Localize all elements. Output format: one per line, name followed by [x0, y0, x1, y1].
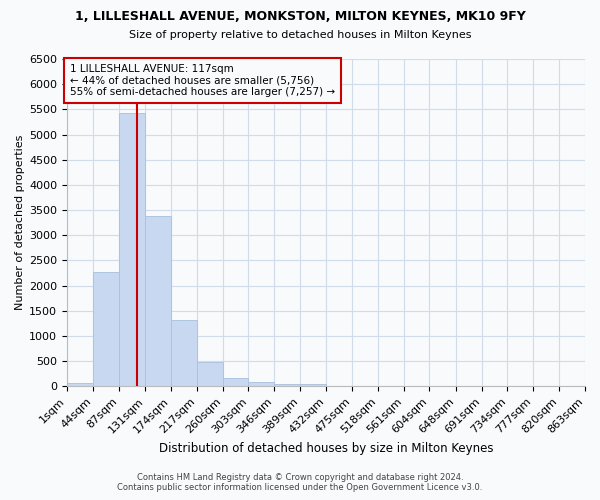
Text: Size of property relative to detached houses in Milton Keynes: Size of property relative to detached ho… — [129, 30, 471, 40]
Bar — [171, 320, 197, 386]
Bar — [67, 382, 93, 386]
Bar — [119, 113, 145, 386]
Bar — [300, 384, 326, 386]
X-axis label: Distribution of detached houses by size in Milton Keynes: Distribution of detached houses by size … — [159, 442, 493, 455]
Bar — [93, 272, 119, 386]
Text: 1 LILLESHALL AVENUE: 117sqm
← 44% of detached houses are smaller (5,756)
55% of : 1 LILLESHALL AVENUE: 117sqm ← 44% of det… — [70, 64, 335, 97]
Bar — [145, 216, 171, 386]
Text: 1, LILLESHALL AVENUE, MONKSTON, MILTON KEYNES, MK10 9FY: 1, LILLESHALL AVENUE, MONKSTON, MILTON K… — [74, 10, 526, 23]
Bar — [248, 382, 274, 386]
Bar — [274, 384, 300, 386]
Text: Contains HM Land Registry data © Crown copyright and database right 2024.
Contai: Contains HM Land Registry data © Crown c… — [118, 473, 482, 492]
Bar — [197, 362, 223, 386]
Bar — [223, 378, 248, 386]
Y-axis label: Number of detached properties: Number of detached properties — [15, 135, 25, 310]
